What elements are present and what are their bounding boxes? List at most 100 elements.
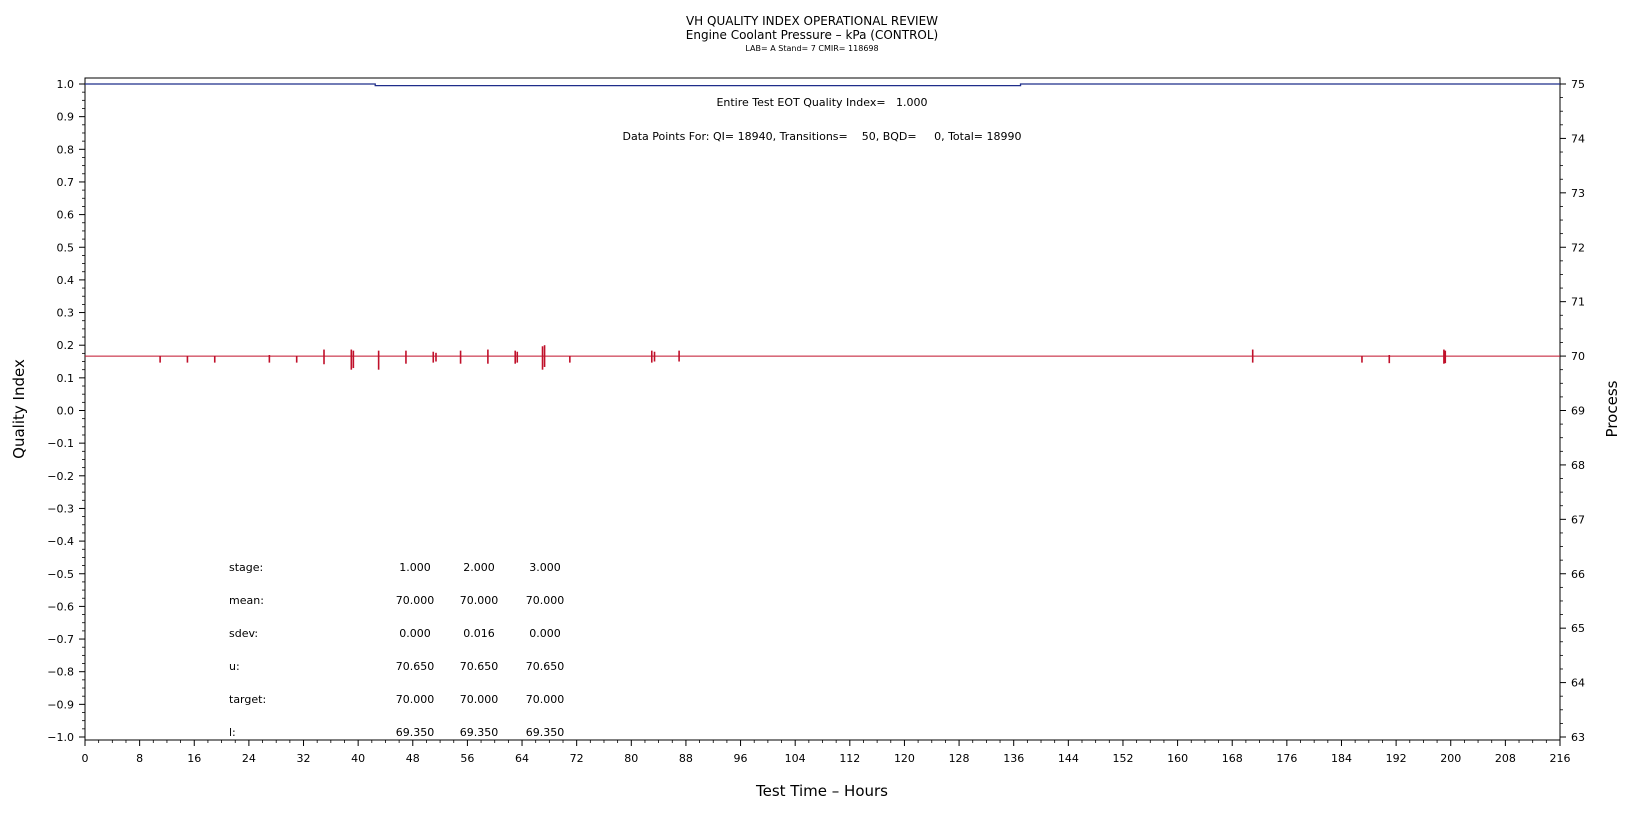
y-left-tick-label: 0.5 bbox=[57, 241, 75, 254]
stats-row-label: u: bbox=[229, 660, 240, 673]
chart-subsubtitle: LAB= A Stand= 7 CMIR= 118698 bbox=[745, 44, 878, 53]
y-left-tick-label: −0.7 bbox=[47, 633, 74, 646]
data-points-annotation: Data Points For: QI= 18940, Transitions=… bbox=[623, 130, 1022, 143]
y-left-tick-label: −0.9 bbox=[47, 698, 74, 711]
x-tick-label: 40 bbox=[351, 752, 365, 765]
x-tick-label: 136 bbox=[1003, 752, 1024, 765]
x-tick-label: 120 bbox=[894, 752, 915, 765]
y-left-tick-label: 0.6 bbox=[57, 209, 75, 222]
x-tick-label: 56 bbox=[460, 752, 474, 765]
y-left-tick-label: 0.0 bbox=[57, 405, 75, 418]
chart-subtitle: Engine Coolant Pressure – kPa (CONTROL) bbox=[686, 28, 938, 42]
eot-quality-index-annotation: Entire Test EOT Quality Index= 1.000 bbox=[716, 96, 927, 109]
x-tick-label: 64 bbox=[515, 752, 529, 765]
y-right-tick-label: 64 bbox=[1571, 677, 1585, 690]
stats-row-label: l: bbox=[229, 726, 236, 739]
x-axis: 0 8 16 24 32 40 48 56 64 72 80 88 96 104 112 120 128 136 1… bbox=[82, 740, 1571, 765]
y-right-tick-label: 63 bbox=[1571, 731, 1585, 744]
x-axis-label: Test Time – Hours bbox=[755, 782, 888, 800]
y-left-tick-label: −0.5 bbox=[47, 568, 74, 581]
x-tick-label: 0 bbox=[82, 752, 89, 765]
stats-cell: 70.650 bbox=[526, 660, 565, 673]
x-tick-label: 216 bbox=[1550, 752, 1571, 765]
y-right-tick-label: 67 bbox=[1571, 513, 1585, 526]
stats-cell: 69.350 bbox=[460, 726, 499, 739]
y-left-tick-label: −0.6 bbox=[47, 600, 74, 613]
x-tick-label: 208 bbox=[1495, 752, 1516, 765]
x-tick-label: 112 bbox=[839, 752, 860, 765]
x-tick-label: 88 bbox=[679, 752, 693, 765]
quality-index-line bbox=[85, 83, 1560, 87]
stats-cell: 70.000 bbox=[526, 693, 565, 706]
stats-cell: 69.350 bbox=[396, 726, 435, 739]
y-left-tick-label: −1.0 bbox=[47, 731, 74, 744]
plot-frame bbox=[84, 77, 1561, 741]
x-tick-label: 16 bbox=[187, 752, 201, 765]
x-tick-label: 152 bbox=[1112, 752, 1133, 765]
x-tick-label: 200 bbox=[1440, 752, 1461, 765]
y-left-tick-label: 1.0 bbox=[57, 78, 75, 91]
y-left-tick-label: 0.2 bbox=[57, 339, 75, 352]
y-left-tick-label: −0.4 bbox=[47, 535, 74, 548]
y-right-tick-label: 71 bbox=[1571, 296, 1585, 309]
stats-cell: 70.650 bbox=[460, 660, 499, 673]
stats-cell: 3.000 bbox=[529, 561, 561, 574]
stats-cell: 70.000 bbox=[460, 693, 499, 706]
y-left-tick-label: 0.8 bbox=[57, 143, 75, 156]
stats-cell: 0.000 bbox=[529, 627, 561, 640]
y-left-tick-label: 0.4 bbox=[57, 274, 75, 287]
y-right-tick-label: 65 bbox=[1571, 622, 1585, 635]
process-series bbox=[85, 345, 1560, 370]
x-tick-label: 8 bbox=[136, 752, 143, 765]
y-axis-left: 1.0 0.9 0.8 0.7 0.6 0.5 0.4 0.3 0.2 0.1 0.0 −0.1 −0.… bbox=[47, 78, 85, 744]
x-tick-label: 176 bbox=[1276, 752, 1297, 765]
stats-row-label: sdev: bbox=[229, 627, 258, 640]
x-tick-label: 128 bbox=[949, 752, 970, 765]
y-left-tick-label: −0.3 bbox=[47, 502, 74, 515]
stats-cell: 1.000 bbox=[399, 561, 431, 574]
x-tick-label: 104 bbox=[785, 752, 806, 765]
stats-row-label: target: bbox=[229, 693, 266, 706]
y-axis-left-label: Quality Index bbox=[10, 359, 28, 459]
y-left-tick-label: 0.3 bbox=[57, 307, 75, 320]
stats-cell: 69.350 bbox=[526, 726, 565, 739]
y-right-tick-label: 74 bbox=[1571, 132, 1585, 145]
stats-row-label: stage: bbox=[229, 561, 263, 574]
x-tick-label: 80 bbox=[624, 752, 638, 765]
y-right-tick-label: 70 bbox=[1571, 350, 1585, 363]
y-left-tick-label: 0.1 bbox=[57, 372, 75, 385]
y-right-tick-label: 69 bbox=[1571, 405, 1585, 418]
y-right-tick-label: 66 bbox=[1571, 568, 1585, 581]
stats-cell: 70.000 bbox=[396, 693, 435, 706]
stats-cell: 0.000 bbox=[399, 627, 431, 640]
y-axis-right-label: Process bbox=[1603, 380, 1621, 437]
x-tick-label: 184 bbox=[1331, 752, 1352, 765]
y-left-tick-label: −0.2 bbox=[47, 470, 74, 483]
stats-row-label: mean: bbox=[229, 594, 264, 607]
x-tick-label: 24 bbox=[242, 752, 256, 765]
y-right-tick-label: 73 bbox=[1571, 187, 1585, 200]
stats-cell: 70.650 bbox=[396, 660, 435, 673]
stats-cell: 2.000 bbox=[463, 561, 495, 574]
stats-cell: 70.000 bbox=[396, 594, 435, 607]
x-tick-label: 32 bbox=[297, 752, 311, 765]
quality-index-series bbox=[85, 83, 1560, 87]
y-right-tick-label: 72 bbox=[1571, 241, 1585, 254]
y-left-tick-label: 0.7 bbox=[57, 176, 75, 189]
stats-cell: 70.000 bbox=[526, 594, 565, 607]
x-tick-label: 72 bbox=[570, 752, 584, 765]
y-left-tick-label: −0.1 bbox=[47, 437, 74, 450]
x-tick-label: 144 bbox=[1058, 752, 1079, 765]
y-right-tick-label: 75 bbox=[1571, 78, 1585, 91]
y-left-tick-label: −0.8 bbox=[47, 666, 74, 679]
chart-title: VH QUALITY INDEX OPERATIONAL REVIEW bbox=[686, 14, 938, 28]
y-axis-right: 75 74 73 72 71 70 69 68 67 66 65 64 63 bbox=[1560, 78, 1585, 744]
stats-cell: 70.000 bbox=[460, 594, 499, 607]
x-tick-label: 48 bbox=[406, 752, 420, 765]
x-tick-label: 192 bbox=[1386, 752, 1407, 765]
y-right-tick-label: 68 bbox=[1571, 459, 1585, 472]
x-tick-label: 168 bbox=[1222, 752, 1243, 765]
x-tick-label: 96 bbox=[734, 752, 748, 765]
stats-table: stage: 1.000 2.000 3.000 mean: 70.000 70.000 70… bbox=[229, 561, 564, 739]
